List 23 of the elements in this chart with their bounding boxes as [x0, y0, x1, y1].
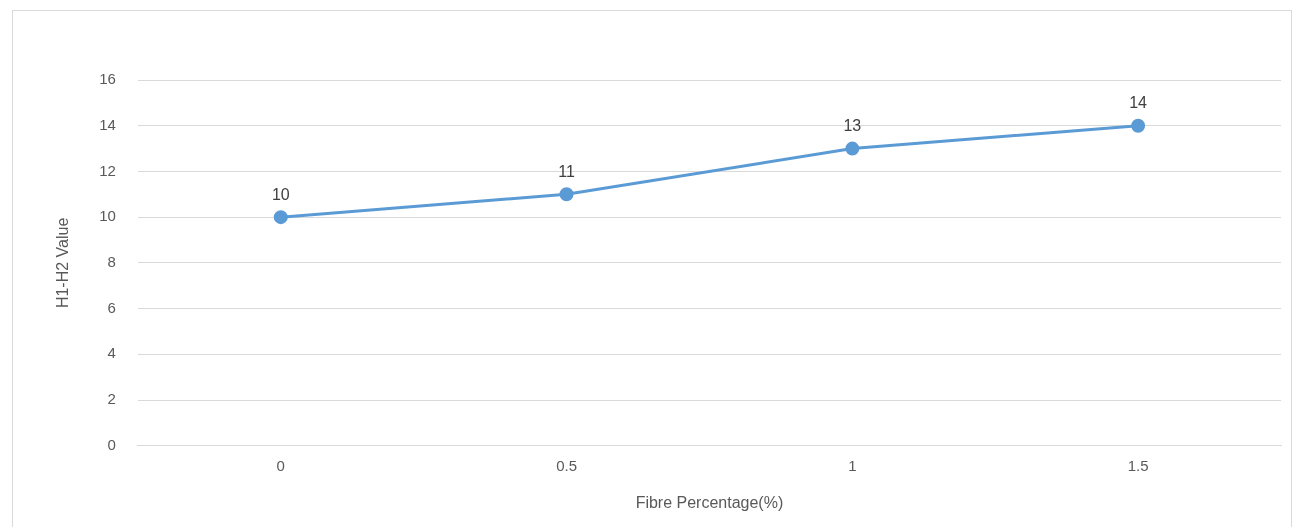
- data-label: 13: [843, 116, 862, 134]
- data-label: 14: [1129, 94, 1148, 112]
- y-tick-label: 16: [99, 70, 116, 88]
- y-tick-label: 14: [99, 115, 116, 133]
- x-tick-label: 1: [848, 456, 857, 474]
- y-tick-label: 12: [99, 161, 116, 179]
- x-tick-label: 0: [276, 456, 285, 474]
- y-tick-label: 0: [107, 435, 116, 453]
- point: [273, 210, 288, 225]
- y-axis-title: H1-H2 Value: [54, 217, 72, 309]
- x-tick-label: 1.5: [1127, 456, 1149, 474]
- data-label: 11: [558, 162, 575, 180]
- point: [1131, 118, 1146, 133]
- y-tick-label: 4: [107, 344, 116, 362]
- point: [559, 187, 574, 202]
- y-tick-label: 6: [107, 298, 116, 316]
- y-tick-label: 2: [107, 390, 116, 408]
- x-axis-title: Fibre Percentage(%): [635, 493, 784, 511]
- y-tick-label: 8: [107, 253, 116, 271]
- y-tick-label: 10: [99, 207, 116, 225]
- data-label: 10: [271, 185, 290, 203]
- x-tick-label: 0.5: [556, 456, 577, 474]
- point: [845, 141, 860, 156]
